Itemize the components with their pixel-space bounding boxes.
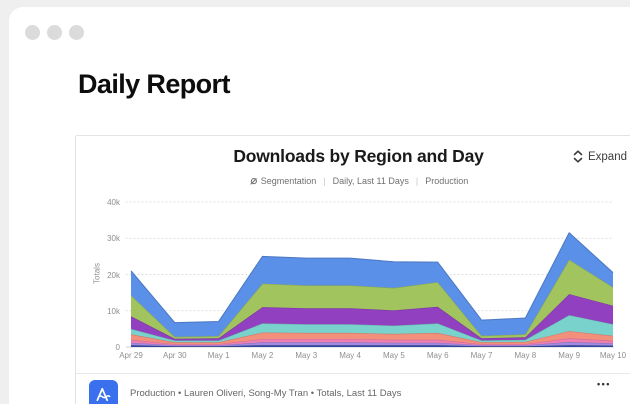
- y-tick-label: 10k: [107, 306, 120, 316]
- x-tick-label: May 5: [383, 351, 405, 360]
- y-tick-label: 0: [115, 343, 120, 352]
- window-dot-icon[interactable]: [47, 25, 62, 40]
- y-tick-label: 40k: [107, 198, 120, 207]
- area-series-blue[interactable]: [131, 232, 613, 337]
- window-dot-icon[interactable]: [25, 25, 40, 40]
- chart-card: Downloads by Region and Day Expand: [75, 135, 630, 404]
- area-series-pink[interactable]: [131, 338, 613, 346]
- area-series-edge: [130, 232, 614, 324]
- expand-chevrons-icon: [573, 150, 583, 163]
- area-series-salmon[interactable]: [131, 331, 613, 345]
- chart-meta-row: Segmentation | Daily, Last 11 Days | Pro…: [76, 176, 630, 186]
- expand-label: Expand: [587, 150, 627, 163]
- x-tick-label: Apr 30: [163, 351, 187, 360]
- area-series-purple[interactable]: [131, 294, 613, 341]
- meta-separator: |: [323, 176, 326, 186]
- x-tick-label: Apr 29: [119, 351, 143, 360]
- window-controls: [25, 25, 84, 40]
- chart-source-summary: Production • Lauren Oliveri, Song-My Tra…: [130, 388, 402, 399]
- x-tick-label: May 7: [470, 351, 493, 360]
- area-series-violet[interactable]: [131, 341, 613, 347]
- x-tick-label: May 6: [426, 351, 449, 360]
- chart-area: Totals 0 10k 20k 30k 40k Apr 29 Apr 30 May 1 Ma…: [76, 136, 630, 404]
- x-tick-label: May 3: [295, 351, 318, 360]
- window-dot-icon[interactable]: [69, 25, 84, 40]
- browser-window: Daily Report Downloads by Region and Day…: [9, 7, 630, 404]
- x-tick-label: May 1: [207, 351, 230, 360]
- more-options-button[interactable]: •••: [597, 379, 611, 389]
- area-series-edge: [130, 293, 614, 340]
- card-footer-divider: [76, 373, 630, 374]
- area-series-teal[interactable]: [131, 315, 613, 343]
- page-title: Daily Report: [78, 69, 230, 99]
- x-tick-label: May 10: [599, 351, 627, 360]
- stacked-area-chart: [125, 196, 618, 361]
- x-tick-label: May 9: [558, 351, 581, 360]
- meta-separator: |: [415, 176, 419, 186]
- chart-title: Downloads by Region and Day: [233, 146, 484, 166]
- area-series-green[interactable]: [131, 259, 613, 339]
- x-tick-label: May 2: [251, 351, 274, 360]
- segmentation-icon: [249, 177, 258, 186]
- x-tick-label: May 8: [514, 351, 537, 360]
- amplitude-logo-icon[interactable]: [89, 380, 118, 404]
- x-tick-label: May 4: [339, 351, 361, 360]
- chart-type-label: Segmentation: [260, 176, 317, 186]
- y-tick-label: 30k: [107, 234, 120, 244]
- y-tick-label: 20k: [107, 270, 120, 280]
- expand-button[interactable]: Expand: [573, 150, 627, 163]
- environment-label: Production: [425, 176, 469, 186]
- date-range-label: Daily, Last 11 Days: [332, 176, 409, 186]
- chart-type-item: Segmentation: [249, 176, 317, 186]
